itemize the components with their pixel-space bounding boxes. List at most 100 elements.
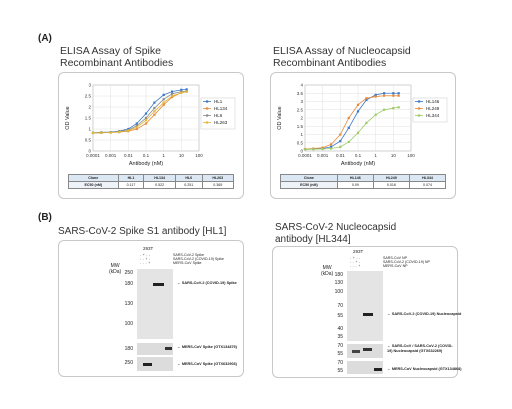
blot-band (153, 283, 164, 286)
series-line-HL344 (304, 106, 399, 150)
lane-legend-item: SARS-CoV-2 Spike (173, 253, 204, 257)
legend-marker (418, 107, 421, 110)
nucleocapsid-elisa-chart: 0 0.5 1 1.5 2 2.5 3 3.5 4 0.0001 0.001 0.01 0.1 1 10 10… (277, 83, 448, 167)
lane-legend-item: SARS-CoV-2 (COVID-19) Spike (173, 257, 224, 261)
table-row: Clone HL146 HL249 HL344 (280, 174, 447, 182)
nucleocapsid-ec50-table: Clone HL146 HL249 HL344 EC50 (nM) 0.09 0… (280, 174, 447, 189)
nucleocapsid-blot-title: SARS-CoV-2 Nucleocapsid antibody [HL344] (275, 222, 396, 246)
data-point-HL146 (397, 92, 400, 95)
legend-box (200, 97, 236, 130)
x-tick-label: 0.001 (105, 153, 117, 158)
blot-annotation: ← MERS-CoV Spike (GTX134879) (177, 345, 237, 349)
nucleocapsid-chart-title-line-2: Recombinant Antibodies (273, 57, 387, 69)
x-axis-label: Antibody (nM) (129, 161, 163, 167)
annotation-text: MERS-CoV Spike (GTX632903) (181, 362, 237, 366)
data-point-HL146 (374, 93, 377, 96)
nucleocapsid-blot-title-line-2: antibody [HL344] (275, 234, 351, 245)
legend-label: HL344 (426, 113, 440, 118)
blot-band (352, 350, 360, 353)
nucleocapsid-main-blot (347, 271, 383, 341)
y-tick-label: 3 (300, 99, 303, 104)
nucleocapsid-strip-1 (347, 344, 383, 358)
y-tick-label: 3 (88, 83, 91, 88)
mw-label: MW (kDa) (321, 265, 333, 277)
data-point-HL146 (339, 140, 342, 143)
mw-tick: 100 (334, 289, 343, 295)
blot-band (363, 348, 372, 351)
data-point-HL1 (144, 112, 148, 115)
series-line-HL249 (304, 95, 399, 150)
table-cell: HL1 (117, 174, 145, 182)
mw-tick: 250 (124, 360, 133, 366)
data-point-HL263 (100, 131, 103, 134)
legend-marker (206, 100, 209, 103)
lane-markers: - + - - - - + - - - - + (139, 253, 151, 265)
nucleocapsid-chart-box: 0 0.5 1 1.5 2 2.5 3 3.5 4 0.0001 0.001 0.01 0.1 1 10 10… (270, 72, 456, 199)
data-point-HL263 (135, 126, 138, 129)
blot-annotation: ← SARS-CoV-2 (COVID-19) Spike (177, 281, 237, 285)
x-tick-label: 100 (195, 153, 203, 158)
data-point-HL344 (374, 113, 377, 116)
table-cell: HL249 (372, 174, 410, 182)
mw-tick: 40 (337, 326, 343, 332)
y-tick-label: 3.5 (297, 91, 304, 96)
spike-chart-title-line-2: Recombinant Antibodies (60, 57, 174, 69)
y-tick-label: 0 (88, 149, 91, 154)
data-point-HL263 (144, 119, 148, 122)
data-point-HL249 (374, 95, 377, 98)
table-row-header: Clone (68, 174, 119, 182)
legend-marker (206, 107, 209, 110)
table-cell: HL146 (336, 174, 374, 182)
data-point-HL6 (135, 124, 138, 127)
mw-label: MW (kDa) (109, 263, 121, 275)
data-point-HL134 (135, 127, 138, 131)
annotation-text: SARS-CoV-2 (COVID-19) Spike (181, 281, 237, 285)
nucleocapsid-blot-box: 293T SARS-CoV NP SARS-CoV-2 (COVID-19) N… (272, 246, 462, 378)
legend-marker (206, 121, 209, 124)
data-point-HL263 (180, 91, 183, 94)
data-point-HL263 (127, 129, 130, 132)
data-point-HL1 (180, 88, 183, 91)
spike-strip-2 (137, 357, 173, 371)
y-tick-label: 1 (88, 127, 91, 132)
mw-tick: 180 (124, 281, 133, 287)
x-tick-label: 0.1 (355, 153, 362, 158)
data-point-HL1 (185, 88, 188, 91)
annotation-text: MERS-CoV Nucleocapsid (GTX134868) (391, 367, 462, 371)
mw-tick: 35 (337, 334, 343, 340)
x-tick-label: 0.01 (124, 153, 133, 158)
legend-label: HL249 (426, 106, 440, 111)
table-row-header: EC50 (nM) (280, 181, 338, 189)
legend-label: HL6 (214, 113, 223, 118)
panel-a-label: (A) (38, 33, 52, 44)
data-point-HL146 (365, 98, 368, 101)
spike-chart-title-line-1: ELISA Assay of Spike (60, 45, 161, 57)
lane-legend: SARS-CoV NP SARS-CoV-2 (COVID-19) NP MER… (383, 256, 430, 268)
spike-blot-box: 293T SARS-CoV-2 Spike SARS-CoV-2 (COVID-… (58, 240, 244, 377)
table-cell: 0.09 (336, 181, 374, 189)
legend-marker (418, 100, 421, 103)
mw-tick: 250 (124, 270, 133, 276)
data-point-HL249 (397, 94, 400, 97)
data-point-HL344 (365, 121, 368, 125)
spike-chart-title: ELISA Assay of Spike Recombinant Antibod… (60, 45, 173, 69)
legend-marker (206, 114, 209, 117)
y-axis-label: OD Value (277, 106, 283, 129)
mw-tick: 55 (337, 351, 343, 357)
table-cell: HL6 (174, 174, 203, 182)
legend-label: HL1 (214, 99, 223, 104)
data-point-HL344 (347, 140, 350, 144)
data-point-HL263 (185, 90, 188, 93)
annotation-text: SARS-CoV-2 (COVID-19) Nucleocapsid (391, 312, 462, 316)
data-point-HL344 (321, 147, 324, 151)
mw-tick: 70 (337, 343, 343, 349)
blot-band (363, 313, 373, 316)
blot-annotation: ← MERS-CoV Nucleocapsid (GTX134868) (387, 367, 462, 371)
lane-legend: SARS-CoV-2 Spike SARS-CoV-2 (COVID-19) S… (173, 253, 224, 265)
y-tick-label: 0.5 (85, 138, 92, 143)
mw-tick: 55 (337, 313, 343, 319)
data-point-HL6 (162, 98, 165, 101)
lane-legend-item: SARS-CoV NP (383, 256, 407, 260)
legend-label: HL146 (426, 99, 440, 104)
legend-label: HL263 (214, 120, 228, 125)
